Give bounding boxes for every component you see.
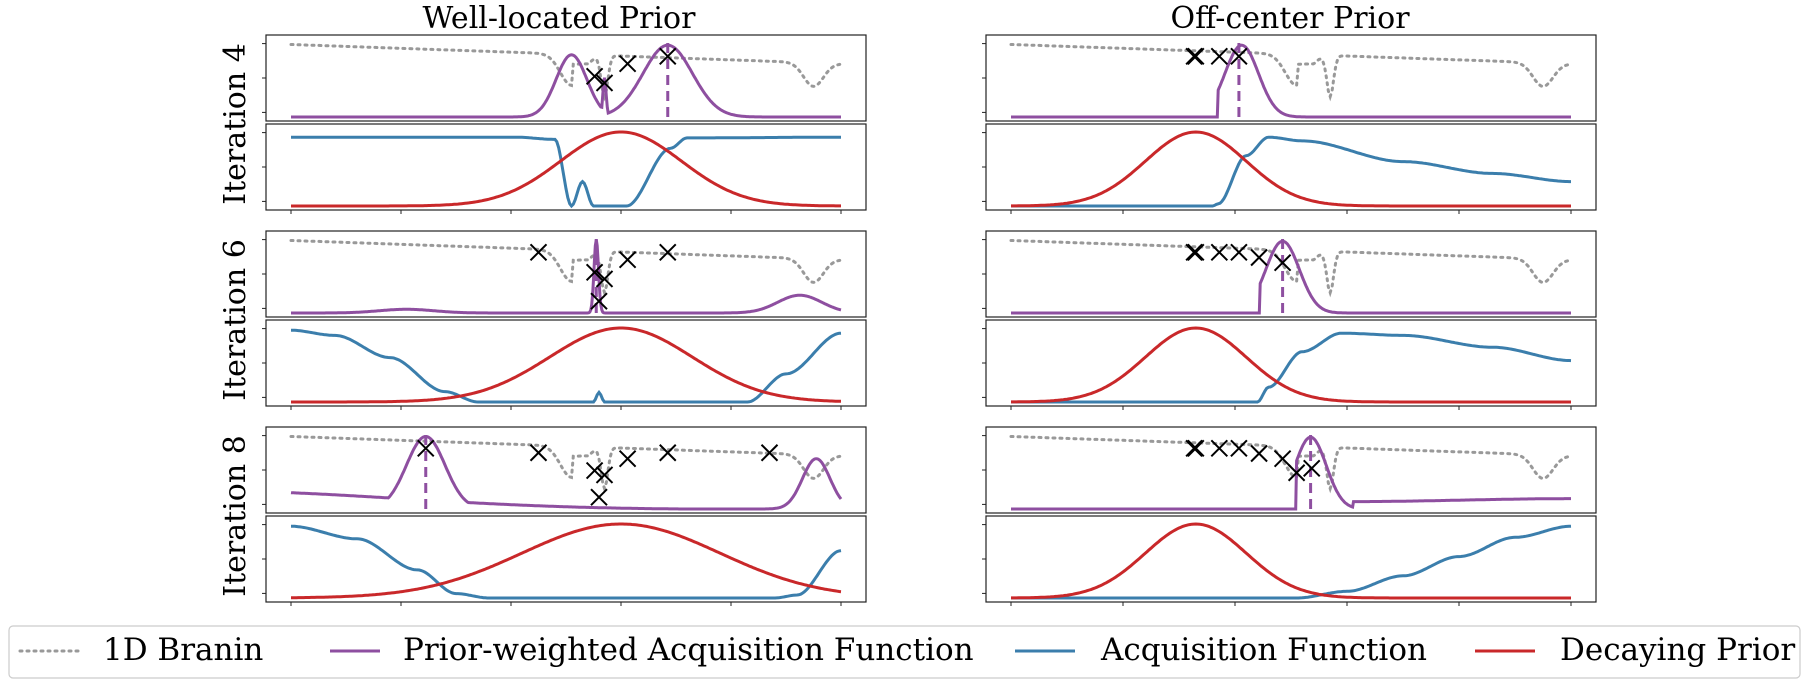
prior-weighted-acquisition-line-off-center-iteration-6 xyxy=(1011,239,1571,315)
evaluation-marker-well-located-iteration-4-2 xyxy=(618,55,637,73)
evaluation-marker-off-center-iteration-4-2 xyxy=(1210,47,1229,66)
branin-line-off-center-iteration-8 xyxy=(1009,435,1573,494)
legend-label-prior-weighted: Prior-weighted Acquisition Function xyxy=(403,632,974,668)
axes-bottom-well-located-iteration-6 xyxy=(265,319,867,407)
axes-top-off-center-iteration-4 xyxy=(985,34,1597,122)
axes-bottom-well-located-iteration-8 xyxy=(265,515,867,603)
legend-label-acquisition: Acquisition Function xyxy=(1100,632,1427,668)
evaluation-marker-off-center-iteration-4-1 xyxy=(1187,47,1205,66)
evaluation-marker-well-located-iteration-4-3 xyxy=(659,47,677,66)
evaluation-marker-off-center-iteration-8-1 xyxy=(1187,439,1205,458)
branin-line-off-center-iteration-6 xyxy=(1009,239,1573,298)
legend-label-branin: 1D Branin xyxy=(103,632,263,668)
evaluation-marker-off-center-iteration-8-0 xyxy=(1185,439,1203,458)
evaluation-marker-well-located-iteration-6-5 xyxy=(590,292,608,310)
decaying-prior-line-off-center-iteration-4 xyxy=(1011,130,1571,208)
acquisition-line-well-located-iteration-8 xyxy=(291,524,842,600)
evaluation-marker-off-center-iteration-8-6 xyxy=(1287,464,1306,482)
evaluation-marker-well-located-iteration-8-0 xyxy=(417,439,435,458)
column-title-well-located: Well-located Prior xyxy=(423,1,697,36)
evaluation-marker-off-center-iteration-8-3 xyxy=(1230,439,1248,458)
legend-label-decaying-prior: Decaying Prior xyxy=(1560,632,1795,668)
decaying-prior-line-well-located-iteration-8 xyxy=(291,522,842,600)
decaying-prior-line-well-located-iteration-6 xyxy=(291,326,841,404)
evaluation-marker-off-center-iteration-8-7 xyxy=(1303,459,1321,478)
evaluation-marker-off-center-iteration-6-0 xyxy=(1185,243,1203,262)
evaluation-marker-well-located-iteration-4-1 xyxy=(595,74,614,92)
prior-weighted-acquisition-line-well-located-iteration-4 xyxy=(291,43,841,119)
axes-top-off-center-iteration-6 xyxy=(985,230,1597,318)
evaluation-marker-off-center-iteration-6-1 xyxy=(1187,243,1205,262)
acquisition-line-off-center-iteration-4 xyxy=(1011,135,1571,208)
row-label-iteration-6: Iteration 6 xyxy=(218,239,253,401)
evaluation-marker-off-center-iteration-6-2 xyxy=(1210,243,1229,262)
evaluation-marker-well-located-iteration-6-4 xyxy=(659,243,677,262)
axes-bottom-off-center-iteration-4 xyxy=(985,123,1597,211)
acquisition-line-off-center-iteration-8 xyxy=(1011,524,1572,600)
plot-area xyxy=(262,34,1597,606)
evaluation-marker-well-located-iteration-6-1 xyxy=(585,263,604,282)
evaluation-marker-well-located-iteration-8-6 xyxy=(760,444,779,462)
evaluation-marker-off-center-iteration-4-3 xyxy=(1230,47,1248,66)
branin-line-well-located-iteration-4 xyxy=(289,43,843,102)
prior-weighted-acquisition-line-well-located-iteration-6 xyxy=(291,239,842,315)
row-label-iteration-8: Iteration 8 xyxy=(218,435,253,597)
branin-line-well-located-iteration-8 xyxy=(289,435,843,494)
branin-line-well-located-iteration-6 xyxy=(289,239,843,298)
evaluation-marker-off-center-iteration-8-2 xyxy=(1210,439,1229,458)
evaluation-marker-well-located-iteration-8-3 xyxy=(595,466,614,484)
evaluation-marker-well-located-iteration-8-5 xyxy=(659,444,677,462)
acquisition-line-well-located-iteration-6 xyxy=(291,328,842,404)
prior-weighted-acquisition-line-well-located-iteration-8 xyxy=(290,434,843,511)
branin-line-off-center-iteration-4 xyxy=(1009,43,1573,102)
axes-bottom-off-center-iteration-8 xyxy=(985,515,1597,603)
column-title-off-center: Off-center Prior xyxy=(1170,1,1410,36)
legend: 1D Branin Prior-weighted Acquisition Fun… xyxy=(8,625,1801,679)
evaluation-marker-well-located-iteration-4-0 xyxy=(585,67,604,86)
prior-weighted-acquisition-line-off-center-iteration-8 xyxy=(1011,435,1571,511)
evaluation-marker-well-located-iteration-8-2 xyxy=(585,461,604,480)
legend-frame xyxy=(8,625,1801,679)
evaluation-marker-well-located-iteration-8-1 xyxy=(529,444,548,462)
evaluation-marker-well-located-iteration-8-4 xyxy=(618,449,637,468)
decaying-prior-line-off-center-iteration-6 xyxy=(1011,326,1571,404)
decaying-prior-line-off-center-iteration-8 xyxy=(1011,522,1571,600)
evaluation-marker-off-center-iteration-6-4 xyxy=(1250,248,1268,267)
evaluation-marker-well-located-iteration-6-2 xyxy=(595,270,614,288)
evaluation-marker-off-center-iteration-8-4 xyxy=(1250,444,1268,463)
evaluation-marker-off-center-iteration-6-3 xyxy=(1230,243,1248,262)
decaying-prior-line-well-located-iteration-4 xyxy=(291,130,841,208)
prior-weighted-acquisition-line-off-center-iteration-4 xyxy=(1011,43,1571,119)
evaluation-marker-well-located-iteration-6-0 xyxy=(529,243,548,262)
acquisition-line-well-located-iteration-4 xyxy=(291,135,841,209)
evaluation-marker-well-located-iteration-8-7 xyxy=(590,488,608,506)
row-label-iteration-4: Iteration 4 xyxy=(218,43,253,205)
evaluation-marker-well-located-iteration-6-3 xyxy=(618,251,637,269)
evaluation-marker-off-center-iteration-4-0 xyxy=(1185,47,1203,66)
evaluation-marker-off-center-iteration-8-5 xyxy=(1273,449,1292,468)
acquisition-line-off-center-iteration-6 xyxy=(1011,331,1572,404)
evaluation-marker-off-center-iteration-6-5 xyxy=(1273,253,1292,272)
